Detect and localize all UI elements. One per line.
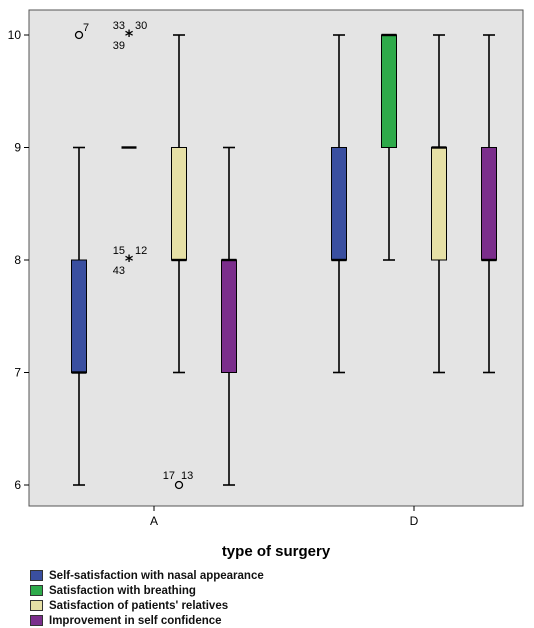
outlier-label: 7 [83, 22, 89, 34]
outlier-label: 39 [113, 40, 125, 52]
box-A-series-0 [71, 146, 87, 486]
outlier-star: * [125, 26, 134, 45]
legend-label: Satisfaction with breathing [49, 584, 196, 597]
x-tick-label: D [410, 514, 419, 528]
outlier-label: 15 [113, 245, 125, 257]
legend-label: Improvement in self confidence [49, 614, 222, 627]
legend-swatch [30, 585, 43, 596]
legend-item: Satisfaction with breathing [30, 583, 264, 598]
outlier-circle [174, 480, 184, 490]
outlier: *33 30 39 [113, 20, 148, 52]
y-tick-label: 6 [14, 478, 21, 492]
box-iqr [171, 147, 187, 261]
box-D-series-0 [331, 34, 347, 374]
legend-swatch [30, 570, 43, 581]
outlier: *15 12 43 [113, 245, 148, 277]
legend-item: Improvement in self confidence [30, 613, 264, 628]
outlier-star: * [125, 251, 134, 270]
box-A-series-3 [221, 146, 237, 486]
y-axis: 6 7 8 9 10 [8, 28, 29, 492]
plot-area [28, 9, 524, 507]
outlier: 7 [74, 22, 89, 40]
outlier: 17 13 [163, 470, 193, 490]
outlier-label: 43 [113, 265, 125, 277]
legend-label: Self-satisfaction with nasal appearance [49, 569, 264, 582]
box-iqr [221, 259, 237, 373]
outlier-label: 33 [113, 20, 125, 32]
box-D-series-2 [431, 34, 447, 374]
x-axis-title: type of surgery [222, 543, 331, 560]
boxes-layer [71, 33, 497, 486]
y-tick-label: 7 [14, 366, 21, 380]
legend-swatch [30, 600, 43, 611]
legend-item: Self-satisfaction with nasal appearance [30, 568, 264, 583]
outlier-label: 13 [181, 470, 193, 482]
outlier-label: 12 [135, 245, 147, 257]
box-D-series-1 [381, 33, 397, 261]
legend-item: Satisfaction of patients' relatives [30, 598, 264, 613]
outlier-label: 30 [135, 20, 147, 32]
legend: Self-satisfaction with nasal appearance S… [30, 568, 264, 628]
box-iqr [431, 147, 447, 261]
y-tick-label: 8 [14, 253, 21, 267]
legend-swatch [30, 615, 43, 626]
box-A-series-2 [171, 34, 187, 374]
x-tick-label: A [150, 514, 158, 528]
y-tick-label: 9 [14, 141, 21, 155]
box-iqr [71, 259, 87, 373]
outlier-label: 17 [163, 470, 175, 482]
box-iqr [331, 147, 347, 261]
box-iqr [481, 147, 497, 261]
legend-label: Satisfaction of patients' relatives [49, 599, 229, 612]
outlier-circle [74, 30, 84, 40]
box-iqr [381, 34, 397, 148]
box-D-series-3 [481, 34, 497, 374]
y-tick-label: 10 [8, 28, 22, 42]
